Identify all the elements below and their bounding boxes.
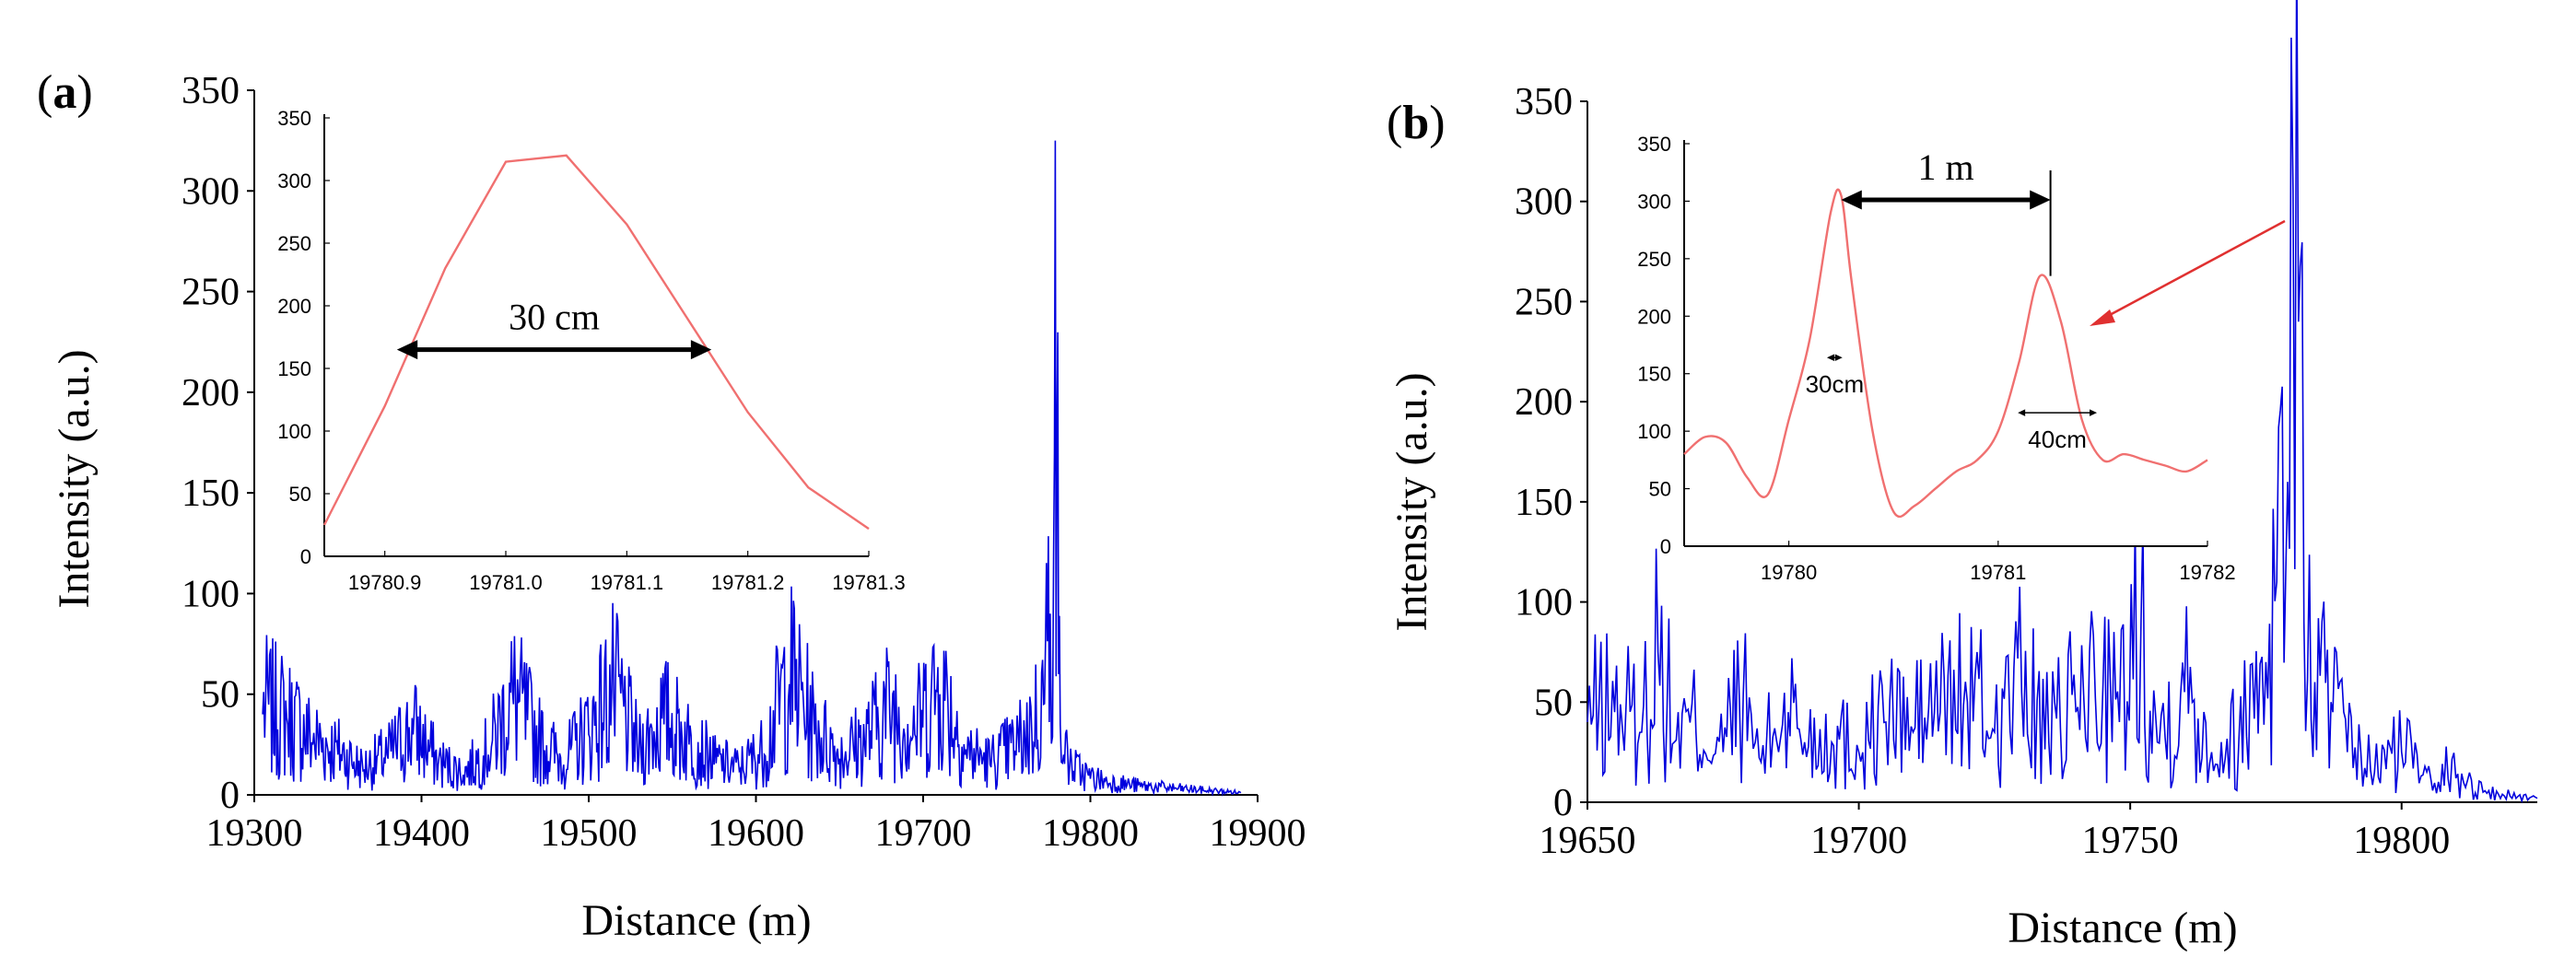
panel-a-x-tick-label: 19700 <box>875 812 972 855</box>
panel-b-label: (b) <box>1387 97 1446 149</box>
panel-a-y-tick-label: 0 <box>220 775 240 817</box>
panel-a-inset-y-tick-label: 350 <box>277 107 311 130</box>
panel-a-x-tick-label: 19400 <box>373 812 470 855</box>
panel-b-inset-x-tick-label: 19781 <box>1970 561 2026 584</box>
panel-b-inset-y-tick-label: 250 <box>1637 248 1671 271</box>
panel-a-y-tick-label: 100 <box>181 573 240 615</box>
panel-b-red-arrow <box>2095 219 2286 324</box>
panel-a-inset-y-tick-label: 0 <box>300 545 311 568</box>
panel-a-inset-y-tick-label: 200 <box>277 295 311 318</box>
panel-b-y-tick-label: 200 <box>1515 381 1573 424</box>
panel-b-x-tick-label: 19750 <box>2082 820 2179 862</box>
panel-a-inset-30cm-label: 30 cm <box>509 297 600 338</box>
panel-b-inset-y-tick-label: 100 <box>1637 420 1671 443</box>
panel-b-y-tick-label: 300 <box>1515 181 1573 224</box>
panel-b-inset-y-tick-label: 0 <box>1660 535 1671 558</box>
panel-b-inset-40cm-arrow-head-right <box>2090 409 2098 416</box>
panel-b-inset-y-tick-label: 350 <box>1637 133 1671 156</box>
panel-b-inset-1m-arrow-head-left <box>1841 190 1862 210</box>
panel-a-inset-x-tick-label: 19781.2 <box>711 571 785 594</box>
panel-a-inset-30cm-arrow-head-left <box>396 340 418 360</box>
panel-a-y-tick-label: 350 <box>181 70 240 112</box>
panel-b-x-tick-label: 19650 <box>1540 820 1636 862</box>
panel-a-inset-y-tick-label: 150 <box>277 357 311 380</box>
panel-a-inset-x-tick-label: 19780.9 <box>348 571 422 594</box>
panel-b-x-tick-label: 19800 <box>2353 820 2450 862</box>
panel-b-inset-1m-label: 1 m <box>1917 146 1973 188</box>
panel-b-x-axis-title: Distance (m) <box>2008 904 2237 952</box>
panel-b-plot: 19650 19700 19750 19800 0 50 100 150 200 250 300 35… <box>1515 0 2538 862</box>
panel-b-inset-30cm-arrow-head-left <box>1826 354 1834 361</box>
panel-a-y-tick-label: 250 <box>181 272 240 314</box>
panel-a-y-axis-title: Intensity (a.u.) <box>50 349 99 608</box>
panel-a-label: (a) <box>37 66 93 119</box>
panel-a-inset-x-tick-label: 19781.0 <box>469 571 543 594</box>
panel-b-inset-40cm-arrow-head-left <box>2018 409 2026 416</box>
panel-b-inset-30cm-label: 30cm <box>1806 370 1865 398</box>
panel-a-plot: 19300 19400 19500 19600 19700 19800 19900 0 50 10… <box>181 70 1306 855</box>
panel-b-inset-y-tick-label: 50 <box>1649 478 1671 501</box>
panel-b-inset-40cm-label: 40cm <box>2028 426 2087 453</box>
panel-b-y-tick-label: 50 <box>1534 682 1573 724</box>
panel-a-y-tick-label: 300 <box>181 170 240 213</box>
panel-a-inset-y-tick-label: 100 <box>277 420 311 443</box>
panel-a-inset: 19780.9 19781.0 19781.1 19781.2 19781.3 0 50 10… <box>277 107 905 594</box>
panel-a-y-tick-label: 200 <box>181 372 240 414</box>
panel-b: (b) 19650 19700 19750 19800 0 50 100 150 200 250 3… <box>1387 0 2538 952</box>
panel-b-y-tick-label: 0 <box>1553 782 1573 824</box>
panel-b-inset-1m-arrow-head-right <box>2030 190 2051 210</box>
panel-b-red-arrowhead <box>2090 309 2115 326</box>
panel-a-y-tick-label: 150 <box>181 472 240 515</box>
panel-b-inset-series-line <box>1683 188 2208 519</box>
panel-b-y-tick-label: 350 <box>1515 81 1573 123</box>
panel-a-inset-y-tick-label: 250 <box>277 232 311 255</box>
panel-a-x-tick-label: 19600 <box>708 812 804 855</box>
panel-a-x-tick-label: 19300 <box>206 812 303 855</box>
panel-a-inset-x-tick-label: 19781.3 <box>832 571 906 594</box>
panel-a-inset-y-tick-label: 50 <box>289 483 311 506</box>
panel-a-x-tick-label: 19500 <box>541 812 638 855</box>
panel-a-x-tick-label: 19800 <box>1042 812 1139 855</box>
panel-b-inset-y-tick-label: 200 <box>1637 305 1671 328</box>
panel-b-inset-x-tick-label: 19782 <box>2179 561 2235 584</box>
panel-a-inset-y-tick-label: 300 <box>277 169 311 192</box>
panel-a-series-line-trace <box>262 140 1242 798</box>
panel-a: (a) 19300 19400 19500 19600 19700 19800 19900 0… <box>37 66 1306 945</box>
panel-a-inset-30cm-arrow-head-right <box>690 340 712 360</box>
panel-b-y-tick-label: 150 <box>1515 482 1573 524</box>
panel-b-inset-30cm-arrow-head-right <box>1834 354 1843 361</box>
panel-a-x-axis-title: Distance (m) <box>581 896 811 945</box>
panel-b-inset-y-tick-label: 150 <box>1637 363 1671 386</box>
panel-b-inset: 19780 19781 19782 0 50 100 150 200 250 300 350 1 m 3… <box>1637 133 2235 584</box>
panel-b-inset-x-tick-label: 19780 <box>1761 561 1817 584</box>
panel-a-inset-series-line <box>322 154 870 531</box>
panel-a-y-tick-label: 50 <box>201 674 240 717</box>
panel-b-inset-y-tick-label: 300 <box>1637 190 1671 213</box>
panel-b-y-tick-label: 250 <box>1515 281 1573 323</box>
panel-b-series-line-trace <box>1587 0 2538 804</box>
panel-b-y-tick-label: 100 <box>1515 582 1573 624</box>
panel-a-inset-x-tick-label: 19781.1 <box>591 571 664 594</box>
panel-b-x-tick-label: 19700 <box>1810 820 1907 862</box>
panel-b-y-axis-title: Intensity (a.u.) <box>1388 372 1436 631</box>
panel-a-x-tick-label: 19900 <box>1210 812 1306 855</box>
